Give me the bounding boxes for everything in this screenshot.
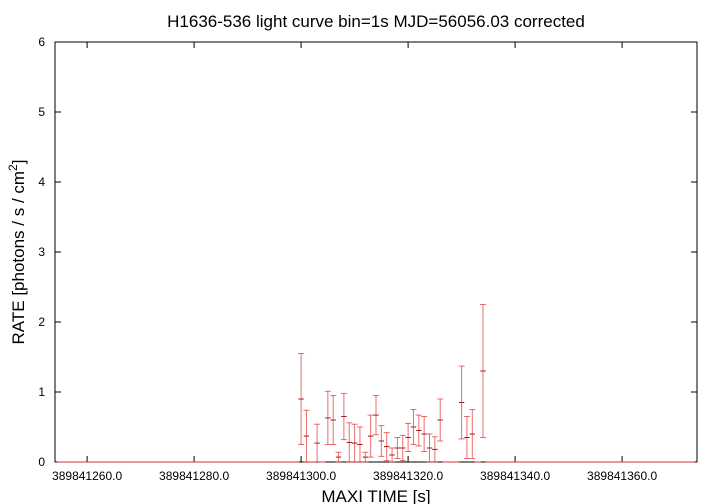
- chart-title: H1636-536 light curve bin=1s MJD=56056.0…: [167, 12, 585, 31]
- y-tick-label: 5: [38, 105, 45, 119]
- y-axis-label: RATE [photons / s / cm2]: [6, 160, 28, 345]
- y-tick-label: 4: [38, 175, 45, 189]
- y-tick-label: 1: [38, 385, 45, 399]
- y-axis-label-sup: 2: [6, 164, 20, 171]
- y-tick-label: 0: [38, 455, 45, 469]
- x-tick-label: 389841280.0: [159, 469, 229, 483]
- x-tick-label: 389841360.0: [587, 469, 657, 483]
- x-tick-label: 389841300.0: [266, 469, 336, 483]
- y-tick-label: 2: [38, 315, 45, 329]
- x-tick-label: 389841340.0: [480, 469, 550, 483]
- x-tick-label: 389841320.0: [373, 469, 443, 483]
- y-axis-label-text: RATE [photons / s / cm: [9, 171, 28, 345]
- y-axis-label-end: ]: [9, 160, 28, 165]
- x-tick-label: 389841260.0: [52, 469, 122, 483]
- x-axis-label: MAXI TIME [s]: [321, 487, 430, 504]
- y-tick-label: 3: [38, 245, 45, 259]
- y-tick-label: 6: [38, 35, 45, 49]
